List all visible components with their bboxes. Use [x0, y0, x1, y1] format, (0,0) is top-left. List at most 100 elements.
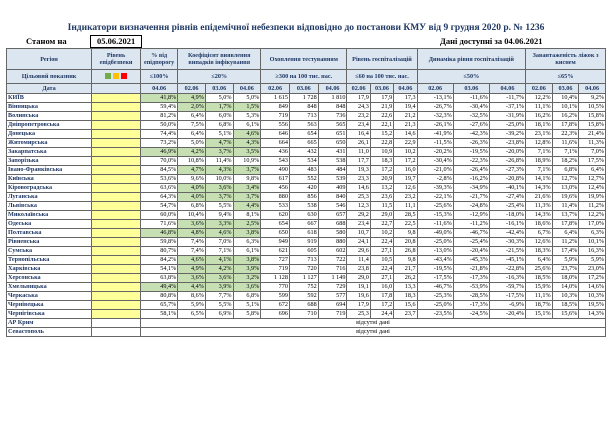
data-cell: 9,8 — [393, 255, 418, 265]
level-cell — [91, 174, 142, 184]
data-cell: 6,4% — [177, 111, 206, 121]
level-cell — [91, 165, 142, 175]
data-cell: 22,4 — [369, 237, 395, 247]
data-cell: 49,4% — [140, 282, 179, 292]
data-cell: 3,6% — [177, 219, 206, 229]
data-cell: 29,0 — [369, 210, 395, 220]
date-col: 03.06 — [551, 83, 580, 94]
date-col: 04.06 — [317, 83, 348, 94]
data-cell: 20,8 — [393, 237, 418, 247]
data-cell: 409 — [317, 183, 348, 193]
data-cell: -11,2% — [452, 219, 490, 229]
data-cell: 727 — [260, 255, 290, 265]
region-name: Закарпатська — [5, 147, 93, 157]
data-cell: -46,7% — [416, 282, 454, 292]
region-name: Чернігівська — [5, 309, 93, 319]
data-cell: 599 — [260, 291, 290, 301]
level-cell — [91, 210, 142, 220]
data-cell: 4,4% — [232, 201, 262, 211]
data-cell: 1 128 — [260, 273, 290, 283]
data-cell: -23,5% — [416, 309, 454, 319]
table-row: Сумська 80,7% 7,4% 7,1% 6,1% 621 605 602 29,6 27,… — [5, 246, 606, 256]
data-cell: 4,9% — [177, 264, 206, 274]
data-cell: 16,0 — [393, 165, 418, 175]
data-cell: 729 — [317, 282, 348, 292]
table-row: Дніпропетровська 50,0% 7,5% 6,8% 6,1% 556 563 5… — [5, 120, 606, 130]
data-cell: 1,7% — [204, 102, 234, 112]
data-cell: 10,1% — [578, 237, 606, 247]
data-cell: -17,3% — [452, 300, 490, 310]
data-cell: 21,9 — [369, 102, 395, 112]
data-cell: 10,9 — [369, 147, 395, 157]
data-cell: 1,5% — [232, 102, 262, 112]
data-cell: 14,3% — [578, 309, 606, 319]
level-cell — [91, 327, 142, 337]
data-cell: 10,4% — [551, 93, 580, 103]
data-cell: 713 — [288, 255, 319, 265]
data-cell: 22,4 — [369, 264, 395, 274]
data-cell: 84,2% — [140, 255, 179, 265]
data-cell: 10,1% — [551, 102, 580, 112]
region-name: Вінницька — [5, 102, 93, 112]
date-col: 03.06 — [452, 83, 490, 94]
data-cell: -37,1% — [488, 102, 527, 112]
data-cell: 3,6% — [177, 273, 206, 283]
threshold-dyn: ≤50% — [416, 69, 527, 84]
data-cell: 15,6 — [393, 300, 418, 310]
data-cell: 54,7% — [140, 201, 179, 211]
data-cell: 556 — [260, 120, 290, 130]
data-cell: 617 — [260, 174, 290, 184]
region-name: Дніпропетровська — [5, 120, 93, 130]
data-cell: 24,4 — [369, 309, 395, 319]
data-cell: 10,3% — [578, 291, 606, 301]
table-row: Львівська 54,7% 6,8% 5,5% 4,4% 533 538 546 12,3 1… — [5, 201, 606, 211]
data-cell: 6,4% — [177, 129, 206, 139]
data-cell: 16,2% — [525, 111, 553, 121]
data-cell: 8,1% — [232, 210, 262, 220]
data-cell: 23,3 — [346, 174, 371, 184]
data-cell: 11,5 — [369, 201, 395, 211]
data-cell: 10,4% — [177, 210, 206, 220]
data-cell: 19,6 — [346, 291, 371, 301]
data-cell: 710 — [288, 309, 319, 319]
data-cell: -19,5% — [452, 147, 490, 157]
level-cell — [91, 255, 142, 265]
data-cell: 23,4 — [346, 120, 371, 130]
data-cell: 848 — [317, 102, 348, 112]
region-name: Херсонська — [5, 273, 93, 283]
data-cell: 6,4% — [551, 228, 580, 238]
data-cell: -11,6% — [452, 93, 490, 103]
data-cell: 4,7% — [177, 165, 206, 175]
data-cell: 59,4% — [140, 102, 179, 112]
table-row: Хмельницька 49,4% 4,4% 3,9% 3,6% 770 752 729 19,… — [5, 282, 606, 292]
data-cell: 54,1% — [140, 264, 179, 274]
data-cell: 720 — [288, 264, 319, 274]
data-cell: 4,6% — [177, 255, 206, 265]
data-cell: 5,0% — [232, 93, 262, 103]
level-cell — [91, 273, 142, 283]
level-cell — [91, 120, 142, 130]
data-cell: 23,2 — [346, 111, 371, 121]
data-cell: 46,8% — [140, 228, 179, 238]
table-row: Кіровоградська 63,6% 4,0% 3,6% 3,4% 456 420 409… — [5, 183, 606, 193]
data-cell: 431 — [317, 147, 348, 157]
data-cell: 12,3 — [346, 201, 371, 211]
level-cell — [91, 219, 142, 229]
data-cell: 12,6 — [393, 183, 418, 193]
data-cell: 29,2 — [346, 210, 371, 220]
data-cell: 19,6% — [551, 192, 580, 202]
data-cell: -42,3% — [452, 129, 490, 139]
data-cell: 543 — [260, 156, 290, 166]
data-cell: 6,4% — [578, 165, 606, 175]
table-row: Вінницька 59,4% 2,0% 1,7% 1,5% 849 848 848 24,3 2… — [5, 102, 606, 112]
threshold-hosp: ≤60 на 100 тис. нас. — [346, 69, 418, 84]
data-cell: 5,5% — [204, 300, 234, 310]
data-cell: 563 — [288, 120, 319, 130]
data-cell: 14,6 — [346, 183, 371, 193]
data-cell: 84,5% — [140, 165, 179, 175]
data-cell: -46,7% — [452, 228, 490, 238]
data-cell: 22,1 — [369, 120, 395, 130]
data-cell: -6,9% — [488, 300, 527, 310]
data-cell: 80,7% — [140, 246, 179, 256]
data-cell: 4,7% — [204, 138, 234, 148]
